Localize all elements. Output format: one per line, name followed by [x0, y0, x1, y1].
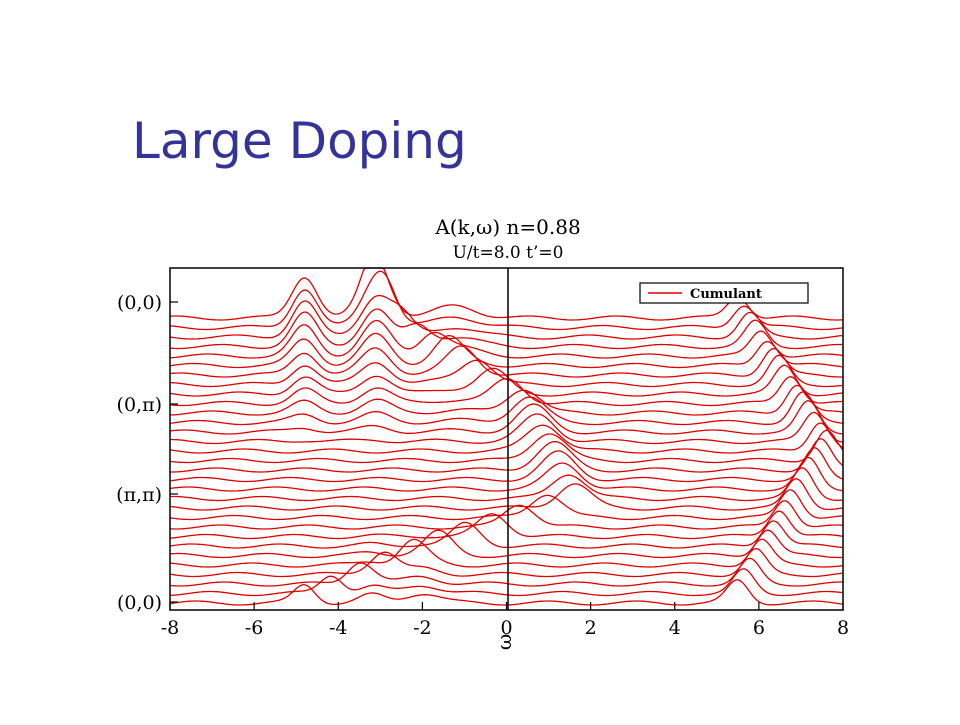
spectral-curve	[169, 568, 844, 597]
spectral-curve	[169, 345, 843, 378]
chart-subtitle: U/t=8.0 t’=0	[453, 243, 564, 263]
k-path-axis: (0,0) (0,π) (π,π) (0,0)	[116, 292, 178, 614]
spectral-curve	[169, 332, 844, 369]
spectral-curve	[169, 354, 844, 388]
x-axis: -8 -6 -4 -2 0 2 4 6 8	[161, 602, 849, 639]
legend-label: Cumulant	[690, 287, 762, 302]
spectral-curve	[169, 376, 843, 407]
spectral-curve	[169, 520, 844, 549]
spectral-curve	[169, 422, 844, 454]
spectral-curve	[169, 308, 844, 350]
spectral-curve	[169, 456, 844, 492]
x-tick-label: -4	[329, 617, 348, 639]
spectral-curve	[169, 548, 844, 578]
spectral-curve	[169, 447, 844, 483]
x-tick-label: 4	[669, 617, 681, 639]
spectral-curve	[169, 478, 844, 511]
x-tick-label: 2	[585, 617, 597, 639]
spectral-curve	[169, 529, 844, 559]
spectral-curve	[169, 510, 844, 540]
spectral-curve	[169, 270, 844, 331]
spectral-curve	[170, 438, 844, 473]
legend-box	[639, 282, 809, 304]
k-path-label: (π,π)	[116, 484, 162, 506]
spectral-curve	[169, 400, 844, 435]
spectral-curve	[169, 538, 844, 568]
spectral-curve	[169, 384, 844, 416]
spectral-curve	[169, 391, 844, 426]
k-path-label: (0,0)	[117, 292, 162, 314]
x-tick-label: 6	[753, 617, 765, 639]
k-path-label: (0,0)	[117, 592, 162, 614]
spectral-curve	[169, 364, 844, 397]
spectral-curves	[169, 267, 844, 606]
x-axis-label: ω	[492, 634, 516, 650]
spectral-curve	[169, 294, 844, 340]
spectral-curve	[169, 489, 844, 521]
x-tick-label: 8	[837, 617, 849, 639]
spectral-curve	[169, 557, 843, 587]
spectral-curve	[169, 429, 844, 464]
chart-title: A(k,ω) n=0.88	[434, 215, 580, 239]
x-tick-label: 0	[500, 617, 512, 639]
spectral-curve	[169, 467, 844, 502]
legend: Cumulant	[639, 282, 809, 304]
spectral-curve	[169, 319, 844, 359]
x-tick-label: -2	[413, 617, 432, 639]
x-tick-label: -8	[161, 617, 180, 639]
slide-title: Large Doping	[132, 112, 467, 170]
spectral-curve	[169, 500, 844, 530]
spectral-curve	[170, 411, 844, 445]
x-tick-label: -6	[245, 617, 264, 639]
k-path-label: (0,π)	[117, 394, 162, 416]
